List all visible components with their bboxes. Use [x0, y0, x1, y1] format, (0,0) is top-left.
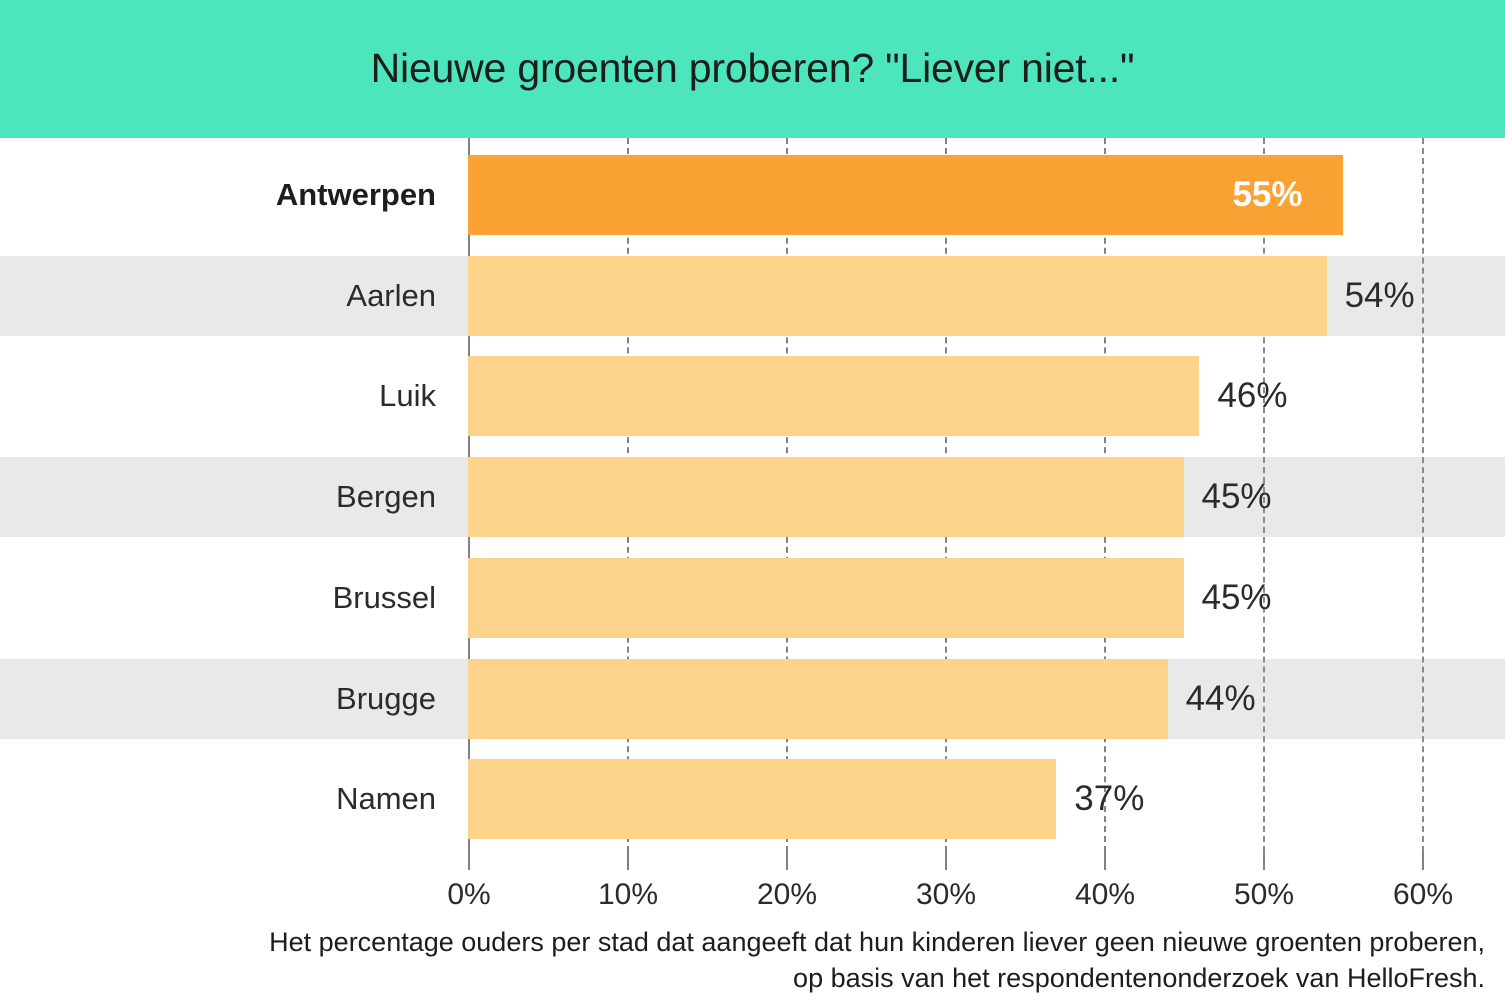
value-label-antwerpen: 55%	[1232, 175, 1303, 214]
value-label-aarlen: 54%	[1344, 275, 1415, 315]
gridline-60%	[1422, 138, 1424, 852]
gridline-50%	[1263, 138, 1265, 852]
caption-line-1: Het percentage ouders per stad dat aange…	[269, 927, 1485, 957]
x-tick-label-50%: 50%	[1233, 878, 1295, 911]
bar-aarlen[interactable]	[468, 255, 1327, 336]
bar-luik[interactable]	[468, 356, 1200, 437]
category-label-brussel: Brussel	[332, 579, 436, 615]
caption-line-2: op basis van het respondentenonderzoek v…	[793, 962, 1485, 993]
category-label-namen: Namen	[336, 781, 436, 817]
category-label-bergen: Bergen	[336, 479, 436, 515]
x-axis: 0% 10% 20% 30% 40% 50% 60%	[0, 852, 1505, 922]
x-tick-mark-20%	[786, 852, 788, 870]
bar-bergen[interactable]	[468, 457, 1184, 538]
category-label-antwerpen: Antwerpen	[275, 177, 436, 212]
x-tick-label-60%: 60%	[1392, 878, 1454, 911]
x-tick-mark-60%	[1422, 852, 1424, 870]
value-label-brussel: 45%	[1201, 577, 1272, 617]
x-tick-label-0%: 0%	[447, 878, 491, 911]
plot-area: Antwerpen Aarlen Luik Bergen Brussel Brugge Na…	[0, 138, 1505, 852]
chart-title: Nieuwe groenten proberen? "Liever niet..…	[370, 45, 1135, 92]
value-label-bergen: 45%	[1201, 477, 1272, 517]
value-label-namen: 37%	[1074, 779, 1145, 819]
x-tick-mark-40%	[1104, 852, 1106, 870]
x-tick-mark-50%	[1263, 852, 1265, 870]
x-tick-mark-0%	[468, 852, 470, 870]
category-label-luik: Luik	[379, 378, 436, 414]
chart-header: Nieuwe groenten proberen? "Liever niet..…	[0, 0, 1505, 138]
x-tick-mark-30%	[945, 852, 947, 870]
value-label-luik: 46%	[1217, 376, 1288, 416]
x-tick-label-20%: 20%	[756, 878, 818, 911]
x-tick-mark-10%	[627, 852, 629, 870]
x-tick-label-40%: 40%	[1074, 878, 1136, 911]
bar-namen[interactable]	[468, 759, 1057, 840]
bar-brugge[interactable]	[468, 658, 1168, 739]
value-label-brugge: 44%	[1185, 678, 1256, 718]
chart-caption: Het percentage ouders per stad dat aange…	[0, 925, 1505, 996]
x-tick-label-10%: 10%	[597, 878, 659, 911]
bar-antwerpen[interactable]	[468, 155, 1343, 235]
category-label-aarlen: Aarlen	[346, 277, 436, 313]
x-tick-label-30%: 30%	[915, 878, 977, 911]
category-label-brugge: Brugge	[336, 680, 436, 716]
bar-brussel[interactable]	[468, 557, 1184, 638]
